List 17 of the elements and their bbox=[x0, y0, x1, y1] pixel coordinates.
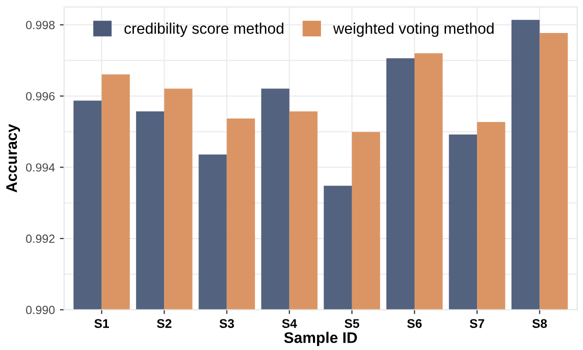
x-tick-label: S7 bbox=[470, 319, 484, 328]
legend-label: credibility score method bbox=[124, 22, 284, 37]
x-axis-title: Sample ID bbox=[284, 332, 357, 346]
y-tick-label: 0.996 bbox=[26, 92, 55, 100]
x-tick-label: S5 bbox=[344, 319, 360, 328]
y-tick-label: 0.994 bbox=[26, 163, 55, 172]
x-tick-label: S6 bbox=[407, 319, 422, 328]
legend-label: weighted voting method bbox=[333, 22, 494, 37]
x-tick-label: S1 bbox=[94, 319, 109, 328]
y-tick-label: 0.990 bbox=[26, 306, 55, 314]
y-tick-label: 0.992 bbox=[26, 234, 55, 243]
x-tick-label: S2 bbox=[156, 319, 172, 328]
y-tick-label: 0.998 bbox=[26, 20, 55, 30]
x-tick-label: S4 bbox=[282, 319, 297, 328]
x-tick-label: S3 bbox=[220, 319, 234, 328]
x-tick-label: S8 bbox=[532, 319, 547, 328]
y-axis-title: Accuracy bbox=[6, 124, 20, 192]
